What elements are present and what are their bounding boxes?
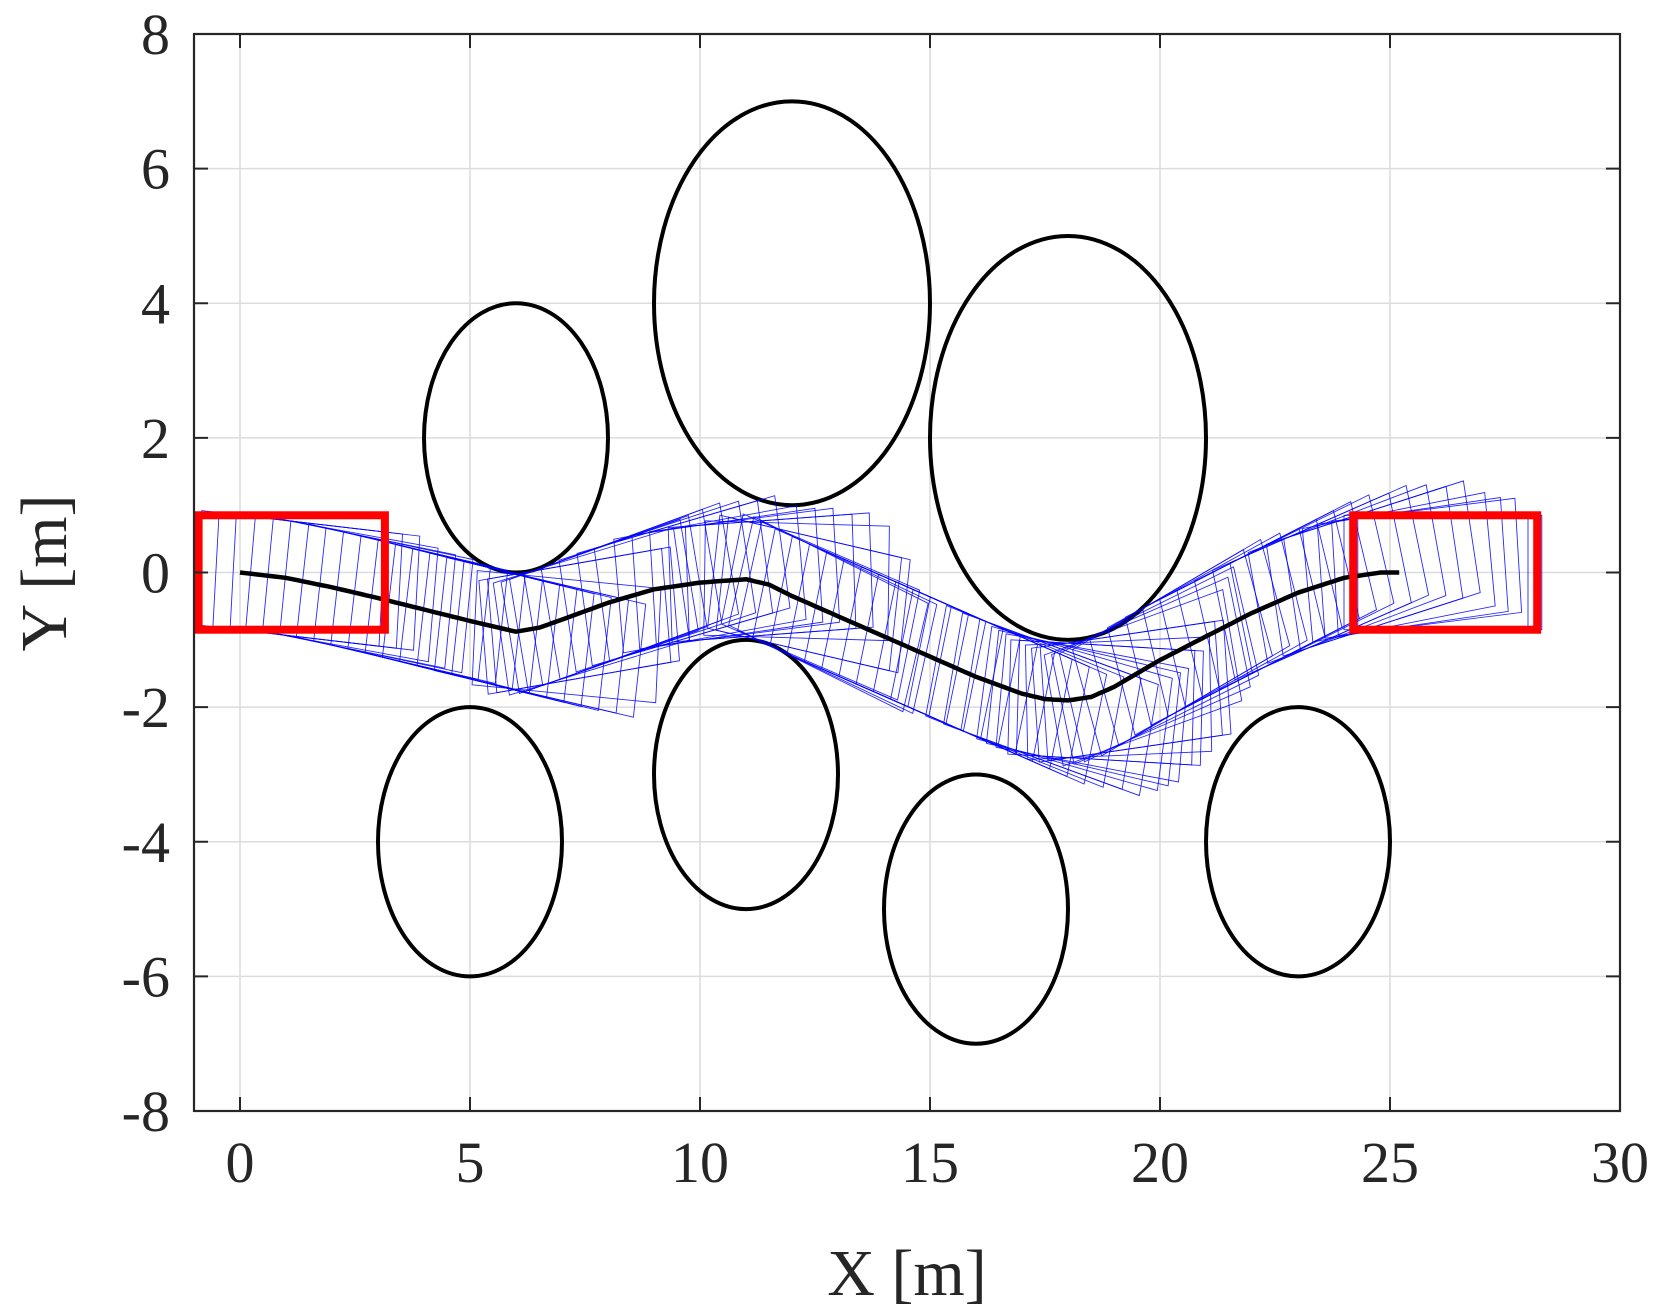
vehicle-footprint	[1043, 588, 1243, 767]
vehicle-footprint	[737, 520, 938, 715]
vehicle-footprint	[1106, 532, 1308, 736]
x-tick-label: 20	[1131, 1130, 1189, 1195]
obstacle-ellipse	[882, 772, 1070, 1046]
y-tick-label: 2	[141, 406, 170, 471]
path-layer	[239, 570, 1400, 703]
vehicle-footprint	[613, 505, 807, 654]
vehicle-footprint	[707, 514, 903, 672]
obstacle-ellipse	[652, 99, 932, 508]
goal-pose-box	[1349, 511, 1542, 634]
x-tick-label: 25	[1361, 1130, 1419, 1195]
y-tick-labels: 8 6 4 2 0 -2 -4 -6 -8	[122, 2, 170, 1144]
vehicle-footprint	[1229, 484, 1430, 674]
x-tick-labels: 0 5 10 15 20 25 30	[226, 1130, 1650, 1195]
obstacle-ellipse	[376, 705, 564, 979]
x-tick-label: 30	[1591, 1130, 1649, 1195]
vehicle-footprints	[195, 480, 1543, 797]
vehicle-footprint	[229, 514, 421, 651]
vehicle-footprint	[1283, 480, 1481, 652]
y-tick-label: -2	[122, 675, 170, 740]
vehicle-footprint	[1193, 494, 1395, 691]
vehicle-footprint	[715, 516, 911, 674]
vehicle-footprint	[720, 513, 921, 701]
vehicle-footprint	[558, 500, 757, 673]
vehicle-footprint	[416, 552, 612, 711]
vehicle-footprint	[1176, 501, 1378, 700]
reference-path-line	[239, 570, 1400, 703]
x-tick-label: 0	[226, 1130, 255, 1195]
vehicle-footprint	[976, 625, 1173, 792]
y-tick-label: -4	[122, 810, 170, 875]
vehicle-footprint	[492, 527, 691, 696]
vehicle-footprint	[1331, 497, 1523, 636]
vehicle-footprint	[703, 520, 890, 642]
vehicle-footprint	[728, 516, 929, 713]
vehicle-footprint	[985, 629, 1181, 787]
x-tick-label: 5	[456, 1130, 485, 1195]
vehicle-footprint	[1051, 576, 1251, 765]
vehicle-footprint	[1301, 491, 1496, 643]
y-axis-label: Y [m]	[8, 494, 81, 651]
y-tick-label: 0	[141, 541, 170, 606]
vehicle-footprint	[1039, 619, 1232, 762]
vehicle-footprint	[1247, 484, 1447, 664]
axes-frame	[192, 32, 1622, 1113]
vehicle-footprint	[451, 561, 647, 718]
vehicle-footprint	[279, 520, 474, 674]
vehicle-footprint	[995, 633, 1190, 783]
vehicle-footprint	[1316, 496, 1509, 639]
vehicle-footprint	[1058, 566, 1260, 763]
x-tick-label: 15	[901, 1130, 959, 1195]
vehicle-footprint	[960, 618, 1159, 797]
vehicle-footprint	[540, 502, 740, 680]
obstacle-ellipse	[422, 301, 610, 575]
vehicle-footprint	[631, 507, 824, 650]
vehicle-footprint	[245, 514, 439, 663]
y-tick-label: 4	[141, 271, 170, 336]
y-tick-label: 8	[141, 2, 170, 67]
plot-frame	[192, 32, 1622, 1113]
vehicle-footprint	[907, 596, 1108, 785]
obstacles	[376, 99, 1392, 1046]
x-tick-label: 10	[671, 1130, 729, 1195]
y-tick-label: -6	[122, 944, 170, 1009]
y-tick-label: 6	[141, 137, 170, 202]
x-axis-label: X [m]	[827, 1237, 986, 1310]
vehicle-footprint	[487, 546, 680, 694]
obstacle-ellipse	[1204, 705, 1392, 979]
obstacle-ellipse	[652, 637, 840, 912]
y-tick-label: -8	[122, 1079, 170, 1144]
vehicle-footprint	[1015, 639, 1204, 766]
vehicle-footprint	[925, 604, 1125, 788]
vehicle-footprint	[649, 507, 841, 647]
vehicle-footprint	[1089, 538, 1291, 747]
vehicle-footprint	[684, 512, 874, 642]
obstacle-ellipse	[928, 233, 1208, 642]
